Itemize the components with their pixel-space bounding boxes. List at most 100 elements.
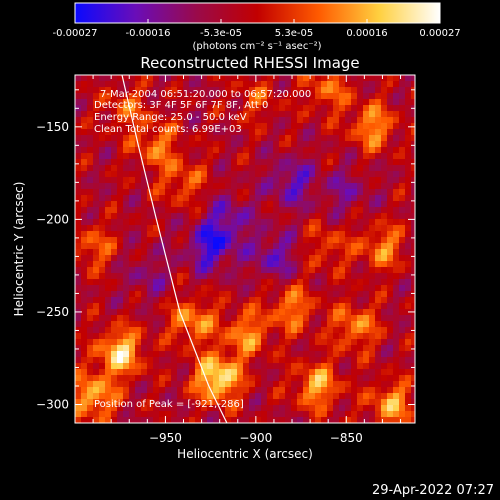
heatmap-cell <box>129 207 136 214</box>
heatmap-cell <box>237 135 244 142</box>
heatmap-cell <box>87 201 94 208</box>
heatmap-cell <box>357 375 364 382</box>
heatmap-cell <box>387 345 394 352</box>
heatmap-cell <box>105 105 112 112</box>
heatmap-cell <box>207 117 214 124</box>
heatmap-cell <box>411 117 415 124</box>
heatmap-cell <box>237 147 244 154</box>
heatmap-cell <box>135 267 142 274</box>
heatmap-cell <box>183 369 190 376</box>
heatmap-cell <box>333 417 340 423</box>
heatmap-cell <box>333 75 340 82</box>
heatmap-cell <box>105 207 112 214</box>
heatmap-cell <box>303 117 310 124</box>
heatmap-cell <box>297 327 304 334</box>
heatmap-cell <box>135 213 142 220</box>
heatmap-cell <box>99 207 106 214</box>
heatmap-cell <box>183 213 190 220</box>
heatmap-cell <box>297 81 304 88</box>
heatmap-cell <box>195 93 202 100</box>
heatmap-cell <box>93 291 100 298</box>
heatmap-cell <box>279 333 286 340</box>
heatmap-cell <box>219 195 226 202</box>
heatmap-cell <box>363 195 370 202</box>
heatmap-cell <box>363 345 370 352</box>
heatmap-cell <box>363 141 370 148</box>
heatmap-cell <box>111 141 118 148</box>
heatmap-cell <box>93 75 100 82</box>
heatmap-cell <box>219 219 226 226</box>
heatmap-cell <box>387 105 394 112</box>
heatmap-cell <box>309 393 316 400</box>
heatmap-cell <box>207 123 214 130</box>
heatmap-cell <box>243 315 250 322</box>
heatmap-cell <box>81 189 88 196</box>
heatmap-cell <box>159 75 166 82</box>
heatmap-cell <box>237 189 244 196</box>
heatmap-cell <box>81 243 88 250</box>
heatmap-cell <box>279 267 286 274</box>
heatmap-cell <box>411 279 415 286</box>
heatmap-cell <box>255 123 262 130</box>
heatmap-cell <box>393 159 400 166</box>
heatmap-cell <box>273 189 280 196</box>
heatmap-cell <box>387 405 394 412</box>
heatmap-cell <box>219 165 226 172</box>
heatmap-cell <box>105 285 112 292</box>
annotation-clean-counts: Clean Total counts: 6.99E+03 <box>94 124 242 135</box>
heatmap-cell <box>183 417 190 423</box>
heatmap-cell <box>321 153 328 160</box>
heatmap-cell <box>225 273 232 280</box>
heatmap-cell <box>105 99 112 106</box>
heatmap-cell <box>411 255 415 262</box>
heatmap-cell <box>351 231 358 238</box>
heatmap-cell <box>225 267 232 274</box>
heatmap-cell <box>369 171 376 178</box>
heatmap-cell <box>99 105 106 112</box>
heatmap-cell <box>255 141 262 148</box>
heatmap-cell <box>255 183 262 190</box>
heatmap-cell <box>411 159 415 166</box>
heatmap-cell <box>261 315 268 322</box>
heatmap-cell <box>105 357 112 364</box>
heatmap-cell <box>177 201 184 208</box>
heatmap-cell <box>273 405 280 412</box>
heatmap-cell <box>105 159 112 166</box>
heatmap-cell <box>177 183 184 190</box>
heatmap-cell <box>153 81 160 88</box>
heatmap-cell <box>285 183 292 190</box>
heatmap-cell <box>405 393 412 400</box>
heatmap-cell <box>219 303 226 310</box>
heatmap-cell <box>87 129 94 136</box>
heatmap-cell <box>351 357 358 364</box>
heatmap-cell <box>93 105 100 112</box>
heatmap-cell <box>177 267 184 274</box>
heatmap-cell <box>117 363 124 370</box>
heatmap-cell <box>261 321 268 328</box>
heatmap-cell <box>327 339 334 346</box>
heatmap-cell <box>195 327 202 334</box>
heatmap-cell <box>267 201 274 208</box>
heatmap-cell <box>303 201 310 208</box>
heatmap-cell <box>75 129 82 136</box>
heatmap-cell <box>201 141 208 148</box>
heatmap-cell <box>141 333 148 340</box>
heatmap-cell <box>333 411 340 418</box>
heatmap-cell <box>345 123 352 130</box>
heatmap-cell <box>249 225 256 232</box>
heatmap-cell <box>117 183 124 190</box>
heatmap-cell <box>189 75 196 82</box>
heatmap-cell <box>315 351 322 358</box>
heatmap-cell <box>399 237 406 244</box>
heatmap-cell <box>375 291 382 298</box>
heatmap-cell <box>93 165 100 172</box>
heatmap-cell <box>387 411 394 418</box>
heatmap-cell <box>237 237 244 244</box>
heatmap-cell <box>243 81 250 88</box>
heatmap-cell <box>339 231 346 238</box>
heatmap-cell <box>327 219 334 226</box>
heatmap-cell <box>93 147 100 154</box>
heatmap-cell <box>93 219 100 226</box>
heatmap-cell <box>285 171 292 178</box>
heatmap-cell <box>297 405 304 412</box>
